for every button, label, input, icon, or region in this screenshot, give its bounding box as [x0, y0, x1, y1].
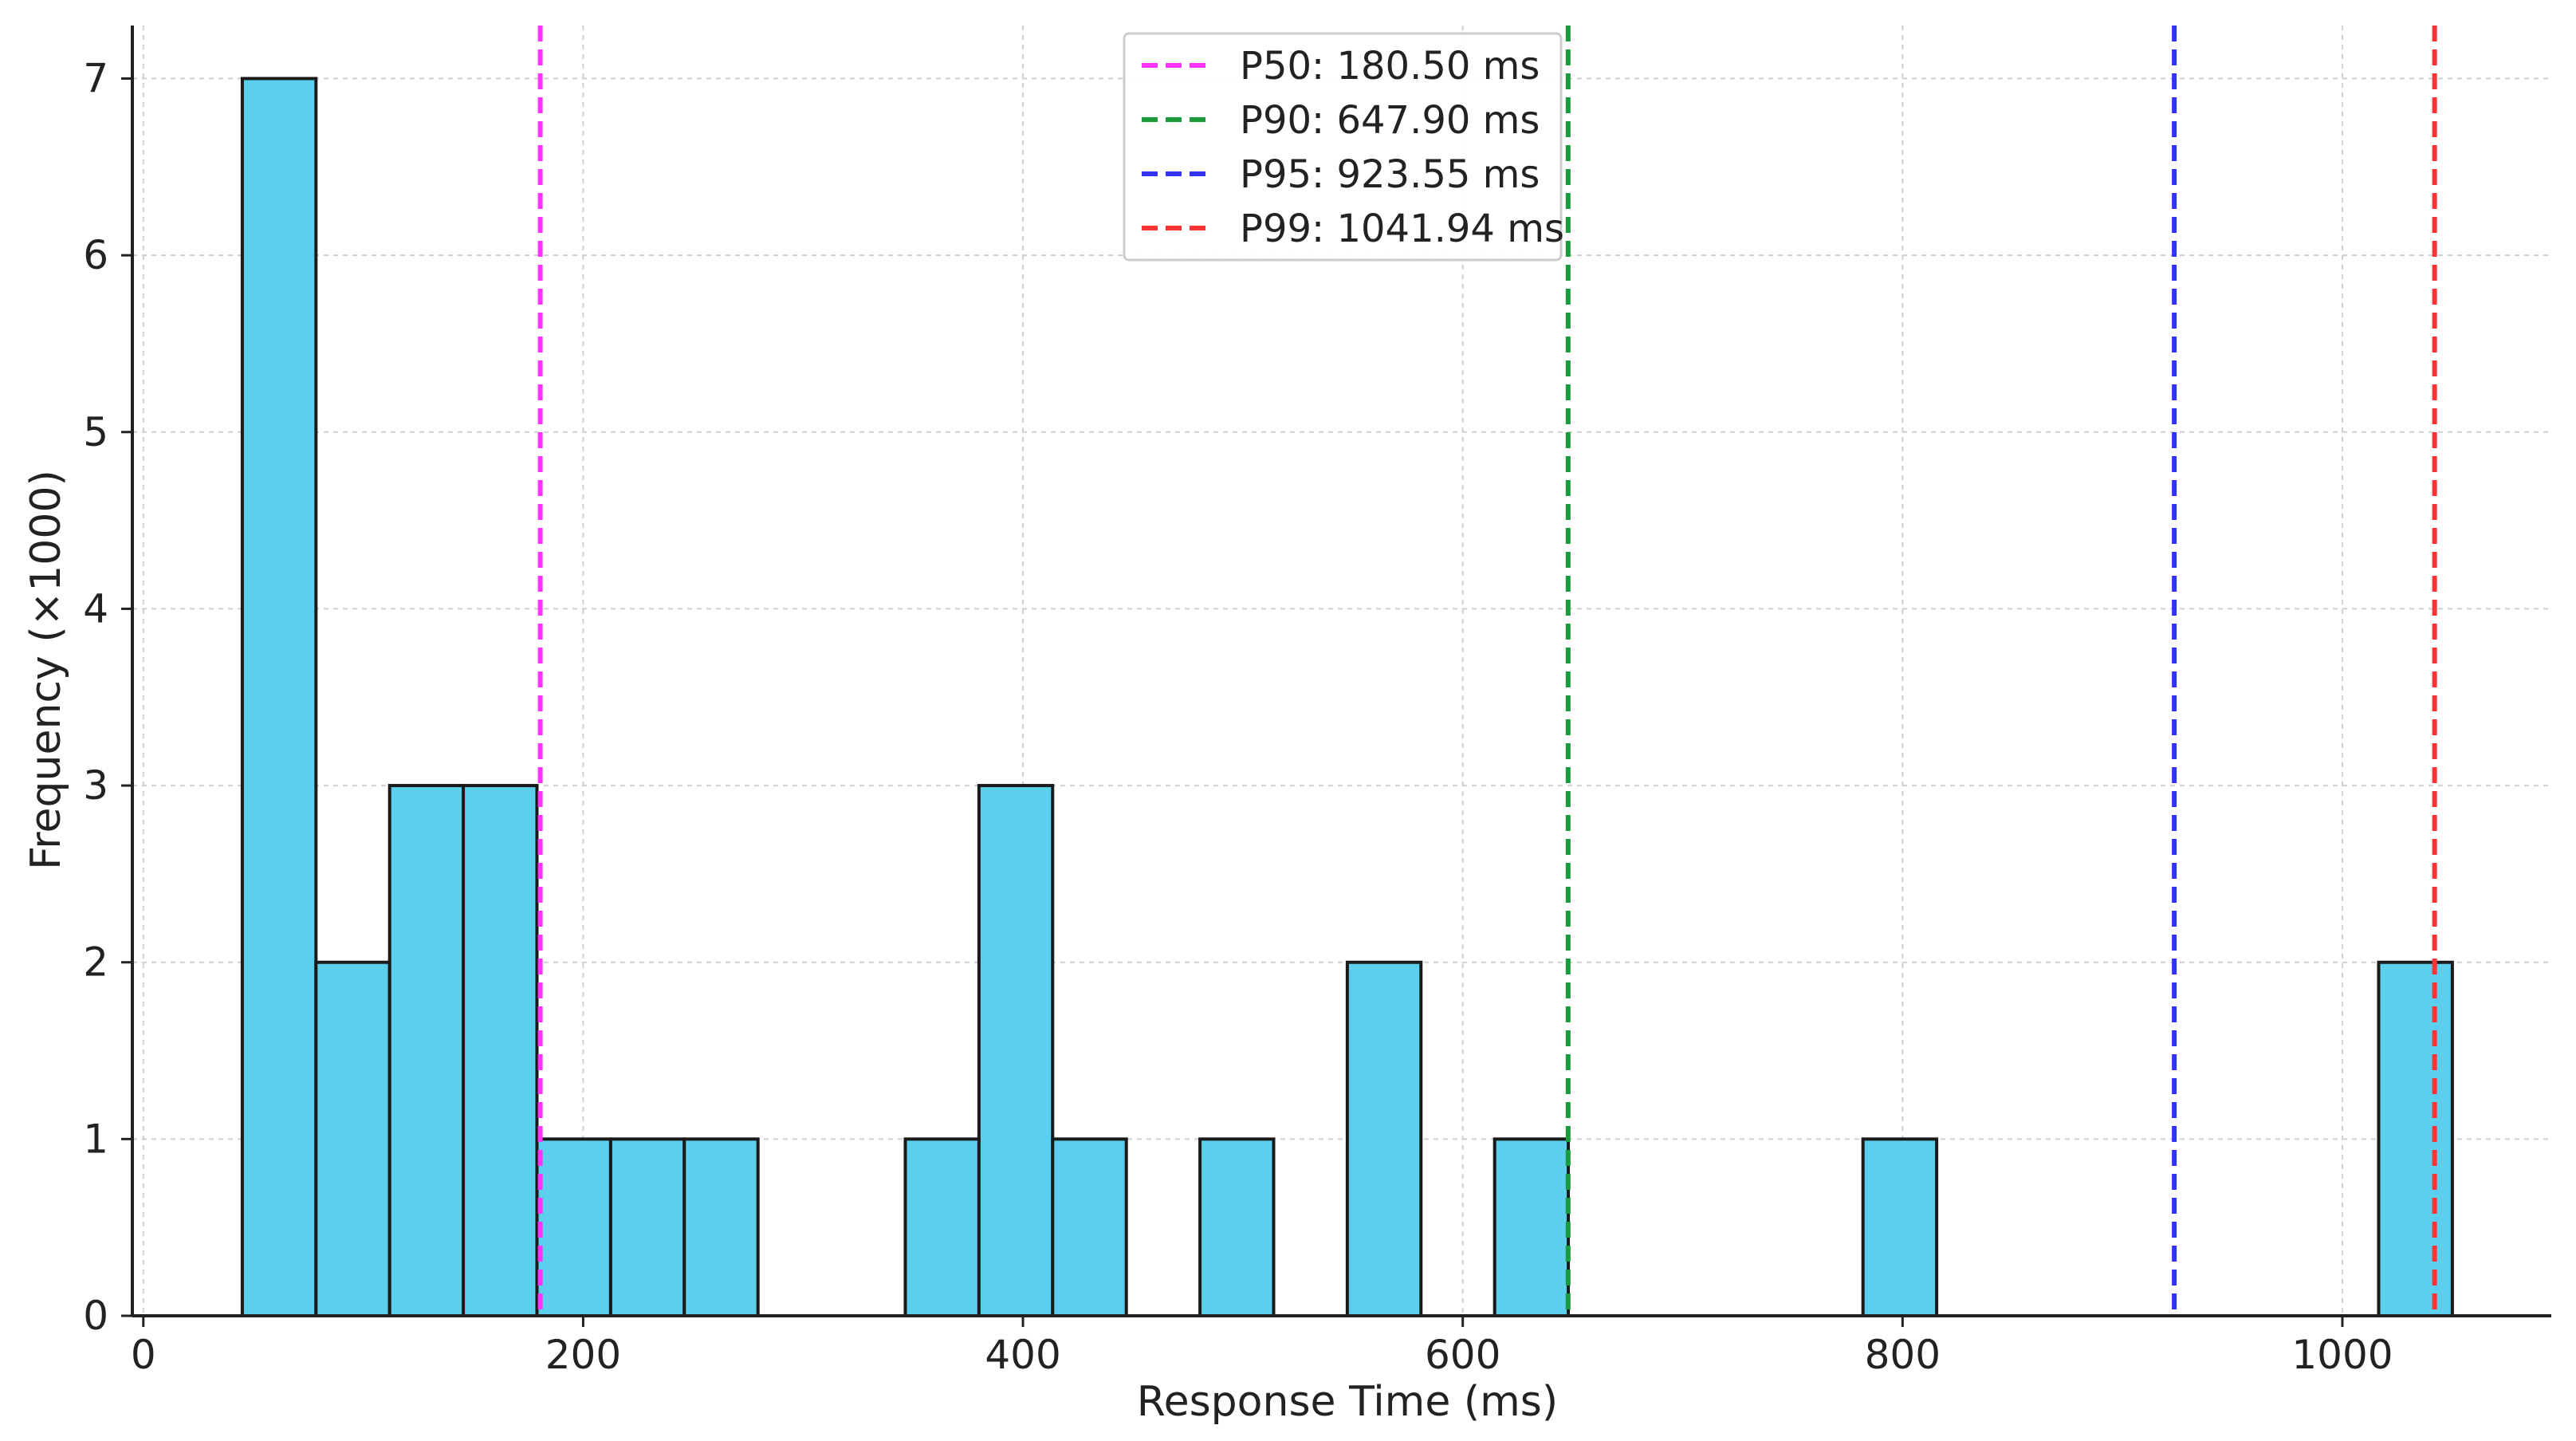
- y-axis-title: Frequency (×1000): [22, 470, 70, 870]
- x-tick-label: 1000: [2291, 1332, 2393, 1378]
- histogram-bar: [1345, 960, 1423, 1317]
- legend-box: [1123, 32, 1563, 262]
- histogram-bar: [903, 1137, 981, 1318]
- axis-layer: [131, 26, 2551, 1317]
- x-tick-label: 800: [1865, 1332, 1941, 1378]
- legend-label: P95: 923.55 ms: [1240, 152, 1540, 197]
- y-tick-label: 2: [83, 939, 108, 986]
- histogram-bar: [2377, 960, 2454, 1317]
- histogram-bar: [387, 784, 466, 1317]
- y-tick-label: 4: [83, 585, 108, 632]
- histogram-bar: [1493, 1137, 1571, 1318]
- y-tick-label: 5: [83, 409, 108, 455]
- y-tick-label: 3: [83, 762, 108, 809]
- histogram-bar: [314, 960, 391, 1317]
- x-tick-label: 600: [1425, 1332, 1500, 1378]
- histogram-bar: [1861, 1137, 1939, 1318]
- histogram-bar: [240, 77, 318, 1317]
- histogram-bar: [462, 784, 539, 1317]
- x-tick-label: 400: [985, 1332, 1060, 1378]
- histogram-bar: [608, 1137, 686, 1318]
- histogram-bar: [682, 1137, 760, 1318]
- legend-label: P99: 1041.94 ms: [1240, 207, 1564, 251]
- histogram-bar: [535, 1137, 612, 1318]
- x-tick-label: 200: [545, 1332, 621, 1378]
- legend: P50: 180.50 ms P90: 647.90 ms P95: 923.55 …: [1123, 32, 1564, 262]
- bar-layer: [240, 77, 2454, 1318]
- histogram-bar: [1198, 1137, 1276, 1318]
- legend-label: P50: 180.50 ms: [1240, 44, 1540, 89]
- histogram-bar: [977, 784, 1055, 1317]
- y-tick-label: 7: [83, 55, 108, 101]
- histogram-bar: [1051, 1137, 1128, 1318]
- y-tick-label: 6: [83, 232, 108, 278]
- tick-layer: 0 200 400 600 800 1000 0 1 2 3 4 5 6 7: [83, 55, 2393, 1378]
- legend-label: P90: 647.90 ms: [1240, 98, 1540, 143]
- y-tick-label: 1: [83, 1116, 108, 1162]
- x-tick-label: 0: [131, 1332, 156, 1378]
- y-tick-label: 0: [83, 1293, 108, 1339]
- x-axis-title: Response Time (ms): [1137, 1378, 1558, 1426]
